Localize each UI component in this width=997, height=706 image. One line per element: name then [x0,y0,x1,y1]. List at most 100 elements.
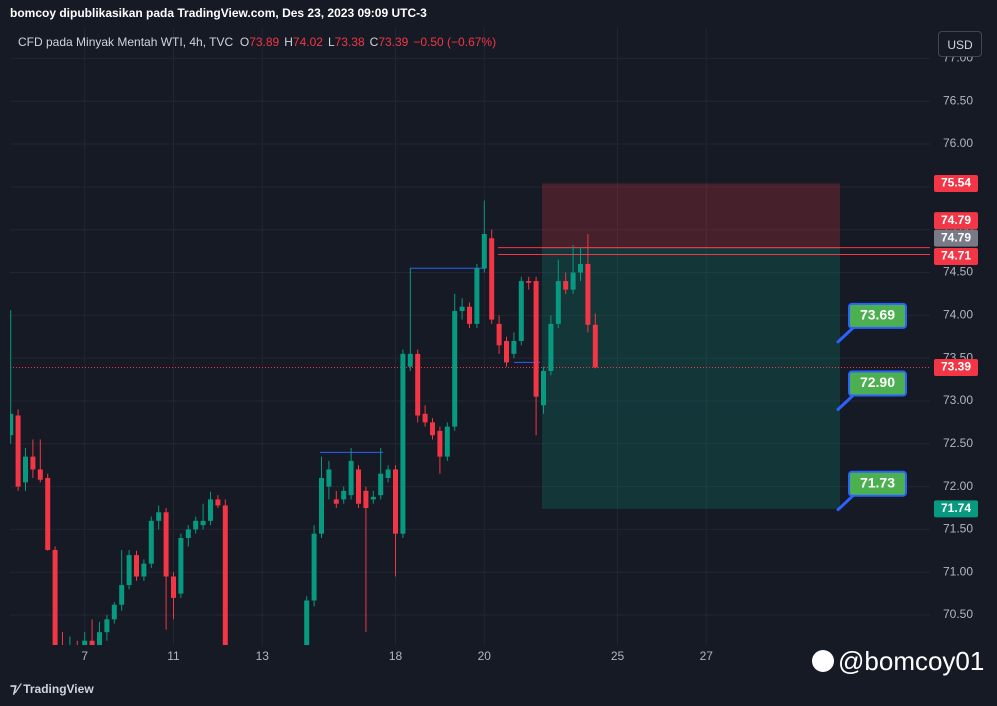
candle-body [267,671,272,684]
candle-body [518,281,524,342]
y-tick-label: 76.00 [943,136,973,150]
candle-body [193,520,199,530]
y-tick-label: 70.50 [943,607,973,621]
candle-body [163,512,169,577]
candle-body [319,478,324,534]
candle-body [297,654,302,658]
candle-body [585,263,591,325]
currency-button[interactable]: USD [938,31,982,57]
candle-body [363,490,369,508]
y-tick-label: 71.50 [943,522,973,536]
candle-body [15,415,21,487]
callout-label: 72.90 [860,374,895,390]
ohlc-value: 73.39 [378,35,409,49]
candle-body [275,671,280,675]
candle-body [474,268,480,324]
candle-body [415,353,421,416]
x-tick-label: 18 [389,649,403,663]
stop-zone [542,183,840,248]
candle-body [89,640,95,645]
candle-body [378,473,384,496]
candle-body [141,563,147,577]
candle-body [222,505,228,645]
y-tick-label: 71.00 [943,564,973,578]
candle-body [541,370,546,406]
candle-body [134,555,139,577]
y-tick-label: 74.00 [943,307,973,321]
candle-body [208,499,213,521]
y-tick-label: 77.00 [943,51,973,65]
y-tick-label: 72.50 [943,436,973,450]
candle-body [245,666,250,679]
candle-body [385,469,391,479]
plot-area [10,28,930,693]
ohlc-letter: H [284,35,293,49]
callout-box [848,370,907,397]
candle-body [459,306,465,312]
y-tick-label: 73.00 [943,393,973,407]
candle-body [148,520,154,564]
candle-body [289,658,294,667]
y-tick-label: 74.50 [943,265,973,279]
candle-body [282,666,287,675]
candle-body [37,469,43,480]
x-tick-label: 25 [611,649,625,663]
candle-body [10,413,14,436]
candle-body [422,413,428,423]
price-label-bg [934,359,978,377]
candle-body [156,512,162,521]
candle-body [200,520,206,526]
candle-body [393,469,398,534]
candle-body [171,576,176,598]
price-label: 71.74 [941,501,971,515]
candle-body [252,679,257,692]
candle-body [570,272,576,290]
price-label-bg [934,212,978,230]
candle-body [511,341,517,354]
candle-body [311,533,317,601]
x-tick-label: 20 [478,649,492,663]
target-zone [542,247,840,509]
callout-box [848,302,907,329]
candle-body [260,684,265,693]
candle-body [104,619,110,633]
price-label-bg [934,174,978,192]
candle-body [238,666,243,675]
candle-body [578,263,583,273]
callout-box [848,470,907,497]
footer-logo: ⁊⁄ TradingView [10,680,94,697]
candle-body [467,306,472,324]
candle-body [348,460,354,496]
candle-body [555,281,561,324]
candle-body [119,585,125,605]
ohlc-value: 73.38 [334,35,365,49]
x-tick-label: 7 [81,649,88,663]
candle-body [437,430,443,457]
callout-pointer [836,494,855,512]
price-label: 73.39 [941,360,971,374]
overlay: 7 11 13 18 20 25 27 73.69 72.90 71.73 75.54 74.79 74… [81,174,978,663]
candle-body [341,490,347,500]
symbol-title: CFD pada Minyak Mentah WTI, 4h, TVC [18,35,234,49]
candle-body [504,341,509,363]
candle-body [592,324,598,368]
ohlc-letter: L [327,35,335,49]
candle-body [45,478,51,550]
candle-body [111,604,117,620]
candle-body [126,555,132,586]
candle-body [30,456,36,470]
callout-label: 73.69 [860,307,895,323]
candle-body [548,323,554,371]
watermark: @bomcoy01 [812,646,984,677]
candle-body [215,499,221,506]
candle-body [496,323,502,346]
price-label: 74.79 [941,213,971,227]
candle-body [370,496,376,500]
header: bomcoy dipublikasikan pada TradingView.c… [10,6,427,20]
ohlc-value: 73.89 [249,35,280,49]
candle-body [444,426,450,457]
candle-body [185,529,191,538]
price-label-bg [934,229,978,247]
